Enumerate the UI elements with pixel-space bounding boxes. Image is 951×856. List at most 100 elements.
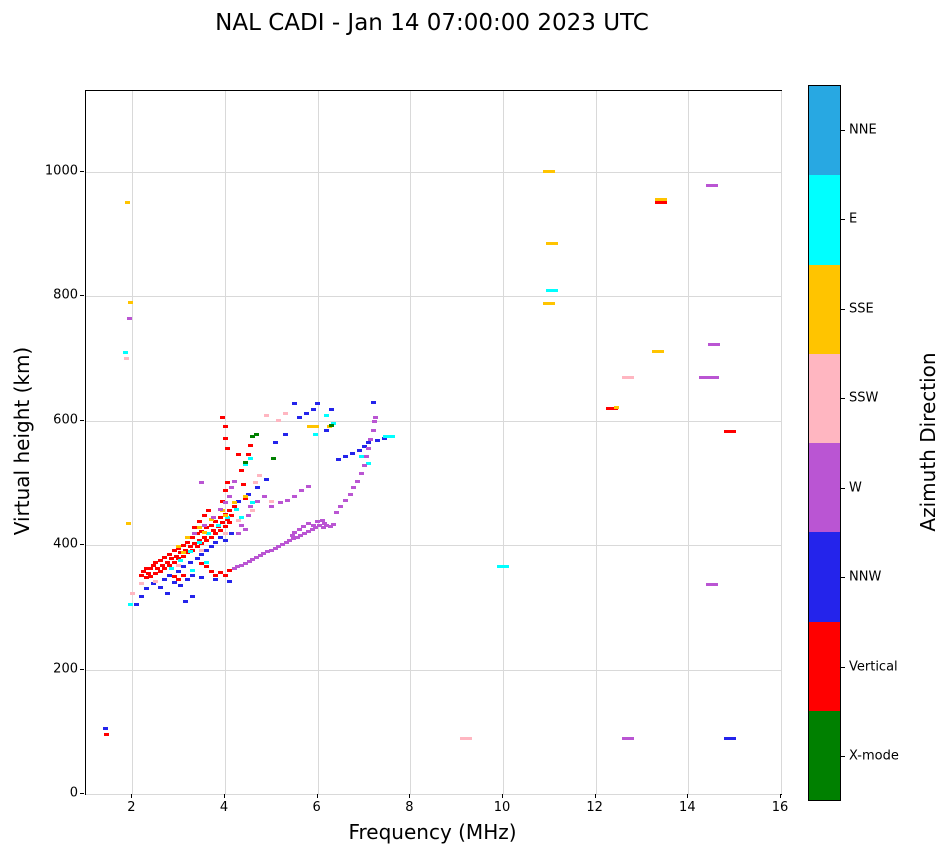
grid-line-horizontal <box>86 420 781 422</box>
x-tick-label: 8 <box>405 800 414 815</box>
data-point-sse <box>180 551 186 555</box>
data-point-w <box>317 524 323 528</box>
colorbar-segment-ssw <box>809 353 840 443</box>
data-point-sse <box>326 425 332 429</box>
data-point-w <box>289 534 295 538</box>
data-point-w <box>298 488 304 492</box>
data-point-vertical <box>236 453 242 457</box>
grid-line-horizontal <box>86 545 781 547</box>
data-point-w <box>250 557 256 561</box>
data-point-nnw <box>213 577 219 581</box>
data-point-w <box>287 539 293 543</box>
data-point-ssw <box>124 357 130 360</box>
x-tick-label: 10 <box>493 800 511 815</box>
y-tick-label: 400 <box>53 536 78 552</box>
data-point-nnw <box>315 401 321 405</box>
data-point-vertical <box>166 552 172 556</box>
data-point-vertical <box>206 509 212 513</box>
data-point-nnw <box>178 584 184 588</box>
data-point-e <box>122 350 128 354</box>
data-point-vertical <box>150 563 156 567</box>
x-tick-mark <box>594 794 596 798</box>
data-point-nnw <box>724 736 737 740</box>
data-point-w <box>265 550 271 554</box>
data-point-e <box>312 432 318 436</box>
data-point-nnw <box>254 486 260 490</box>
data-point-w <box>305 484 311 488</box>
data-point-nnw <box>185 577 191 581</box>
data-point-vertical <box>164 561 170 565</box>
data-point-vertical <box>238 468 244 472</box>
data-point-w <box>296 528 302 532</box>
data-point-w <box>298 533 304 537</box>
data-point-nnw <box>171 580 177 584</box>
data-point-nnw <box>162 577 168 581</box>
data-point-vertical <box>213 573 219 577</box>
data-point-w <box>310 523 316 527</box>
data-point-w <box>319 518 325 522</box>
data-point-w <box>324 523 330 527</box>
data-point-nnw <box>208 544 214 548</box>
data-point-vertical <box>605 406 618 410</box>
data-point-e <box>383 434 396 438</box>
data-point-w <box>347 492 353 496</box>
data-point-ssw <box>252 481 258 485</box>
grid-line-vertical <box>595 91 597 794</box>
data-point-sse <box>201 531 207 535</box>
data-point-w <box>235 565 241 569</box>
data-point-sse <box>197 526 203 530</box>
data-point-nnw <box>199 552 205 556</box>
data-point-e <box>234 507 240 511</box>
data-point-vertical <box>222 436 228 440</box>
data-point-sse <box>652 349 665 353</box>
data-point-nnw <box>190 573 196 577</box>
data-point-w <box>285 498 291 502</box>
data-point-w <box>246 559 252 563</box>
data-point-w <box>338 505 344 509</box>
data-point-e <box>359 455 365 459</box>
y-tick-mark <box>80 793 84 794</box>
x-tick-mark <box>780 794 781 798</box>
x-tick-mark <box>687 794 689 798</box>
data-point-w <box>222 501 228 505</box>
data-point-nnw <box>176 569 182 573</box>
data-point-vertical <box>220 521 226 525</box>
data-point-e <box>215 523 221 527</box>
data-point-ssw <box>268 500 274 504</box>
data-point-nnw <box>282 432 288 436</box>
data-point-w <box>305 521 311 525</box>
data-point-sse <box>222 513 228 517</box>
colorbar-category-label: SSE <box>849 301 874 317</box>
data-point-w <box>291 537 297 541</box>
data-point-vertical <box>241 482 247 486</box>
data-point-vertical <box>176 577 182 581</box>
data-point-w <box>313 526 319 530</box>
data-point-w <box>292 495 297 499</box>
y-tick-mark <box>80 295 84 297</box>
data-point-w <box>371 420 377 424</box>
data-point-w <box>201 523 207 527</box>
data-point-sse <box>127 301 133 305</box>
x-tick-label: 14 <box>679 800 696 815</box>
x-tick-label: 2 <box>127 800 136 815</box>
data-point-nnw <box>375 439 381 443</box>
grid-line-vertical <box>781 91 782 794</box>
data-point-vertical <box>171 548 177 552</box>
data-point-nnw <box>203 548 209 552</box>
data-point-w <box>247 505 253 509</box>
grid-line-vertical <box>132 91 134 794</box>
data-point-vertical <box>199 542 205 546</box>
data-point-vertical <box>229 513 235 517</box>
data-point-vertical <box>224 446 230 450</box>
data-point-w <box>705 582 718 586</box>
data-point-vertical <box>247 444 253 448</box>
data-point-w <box>322 521 328 525</box>
data-point-ssw <box>199 548 205 552</box>
data-point-vertical <box>153 561 158 565</box>
data-point-vertical <box>243 496 249 500</box>
data-point-nnw <box>150 582 156 586</box>
data-point-vertical <box>208 536 214 540</box>
x-tick-mark <box>409 794 411 798</box>
data-point-w <box>242 561 248 565</box>
data-point-e <box>366 461 372 465</box>
